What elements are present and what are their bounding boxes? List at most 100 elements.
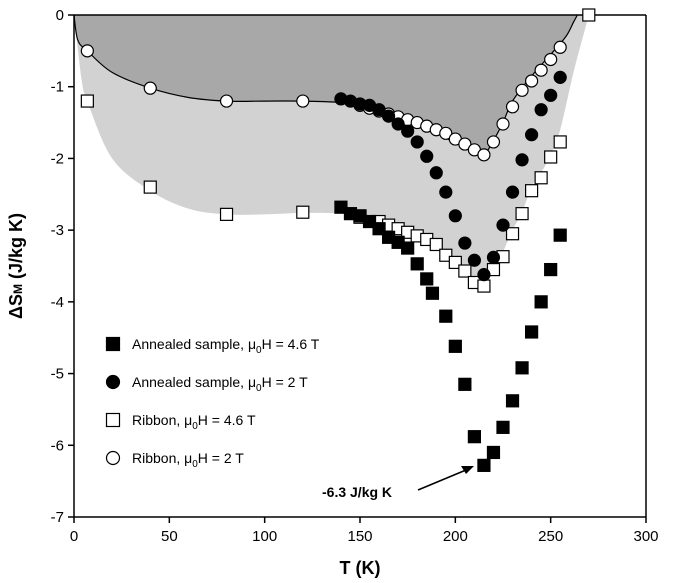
legend-item-0: Annealed sample, μ0H = 4.6 T xyxy=(105,336,320,356)
legend-label-sub: 0 xyxy=(256,383,262,394)
legend-marker xyxy=(105,412,121,428)
data-point xyxy=(372,103,386,117)
data-point xyxy=(534,295,548,309)
data-point xyxy=(448,209,462,223)
x-tick-label: 150 xyxy=(347,528,372,545)
data-point xyxy=(544,88,558,102)
data-point xyxy=(477,268,491,282)
data-point xyxy=(143,81,157,95)
data-point xyxy=(534,63,548,77)
data-point xyxy=(219,94,234,108)
y-tick-label: 0 xyxy=(56,7,64,24)
annotation-text: -6.3 J/kg K xyxy=(322,484,392,500)
data-points xyxy=(80,8,596,472)
data-point xyxy=(486,445,501,460)
data-point xyxy=(524,325,539,339)
data-point xyxy=(515,361,529,375)
data-point xyxy=(429,166,443,180)
data-point xyxy=(515,207,529,221)
annotation-arrow-line xyxy=(417,469,467,491)
data-point xyxy=(458,264,472,278)
x-axis-title: T (K) xyxy=(340,558,381,578)
data-point xyxy=(553,228,567,242)
legend-label-sub: 0 xyxy=(192,459,198,470)
legend-label: Annealed sample, μ0H = 2 T xyxy=(132,374,308,394)
data-point xyxy=(448,339,462,353)
data-point xyxy=(477,458,491,472)
y-axis-title-main: ΔS xyxy=(6,294,26,319)
y-tick-label: -3 xyxy=(51,222,64,239)
legend-marker xyxy=(105,450,121,466)
annotation-arrowhead xyxy=(461,466,474,474)
region-ribbon-2t xyxy=(74,15,578,156)
data-point xyxy=(80,94,94,108)
legend-marker xyxy=(105,336,121,352)
y-tick-label: -4 xyxy=(51,294,64,311)
data-point xyxy=(582,8,596,22)
data-point xyxy=(296,205,310,219)
legend-item-1: Annealed sample, μ0H = 2 T xyxy=(105,374,308,394)
data-point xyxy=(391,117,405,131)
data-point xyxy=(496,117,510,131)
data-point xyxy=(505,100,520,114)
legend-label-tail: H = 2 T xyxy=(262,374,308,390)
series-1 xyxy=(334,70,567,282)
y-axis-title-sub: M xyxy=(11,284,25,294)
data-point xyxy=(467,430,481,444)
data-point xyxy=(515,83,529,97)
y-axis-title-unit: (J/kg K) xyxy=(6,213,26,284)
data-point xyxy=(420,149,434,163)
data-point xyxy=(505,185,520,199)
x-tick-label: 200 xyxy=(443,528,468,545)
data-point xyxy=(425,286,440,300)
data-point xyxy=(496,218,510,232)
x-tick-label: 250 xyxy=(538,528,563,545)
data-point xyxy=(534,171,548,185)
legend-label: Ribbon, μ0H = 2 T xyxy=(132,450,244,470)
legend-label-tail: H = 4.6 T xyxy=(262,336,320,352)
data-point xyxy=(296,94,310,108)
data-point xyxy=(524,128,539,142)
y-tick-label: -5 xyxy=(51,366,64,383)
data-point xyxy=(429,237,443,252)
legend-marker xyxy=(105,374,121,390)
data-point xyxy=(439,309,453,323)
data-point xyxy=(544,52,558,67)
legend-label-sub: 0 xyxy=(256,345,262,356)
y-tick-label: -6 xyxy=(51,437,64,454)
data-point xyxy=(553,70,567,84)
y-tick-label: -7 xyxy=(51,509,64,526)
data-point xyxy=(553,135,567,149)
tick-marks: 0 50 100 150 200 250 300 0 -1 -2 -3 -4 -5 -6 -7 xyxy=(51,7,659,545)
data-point xyxy=(410,135,424,149)
data-point xyxy=(401,241,415,255)
y-tick-label: -1 xyxy=(51,79,64,96)
data-point xyxy=(486,250,501,264)
data-point xyxy=(458,236,472,250)
data-point xyxy=(458,137,472,151)
legend-label-sub: 0 xyxy=(192,421,198,432)
min-annotation: -6.3 J/kg K xyxy=(322,466,474,500)
data-point xyxy=(496,420,510,434)
data-point xyxy=(486,135,501,149)
data-point xyxy=(477,148,491,162)
legend-label-main: Annealed sample, μ xyxy=(132,336,256,352)
data-point xyxy=(477,279,491,293)
shaded-regions xyxy=(74,15,589,287)
data-point xyxy=(458,377,472,391)
data-point xyxy=(467,253,481,267)
x-tick-label: 0 xyxy=(70,528,78,545)
x-tick-label: 300 xyxy=(633,528,658,545)
legend-label-tail: H = 2 T xyxy=(198,450,244,466)
data-point xyxy=(410,257,424,271)
data-point xyxy=(505,227,520,241)
data-point xyxy=(524,184,539,198)
legend-item-3: Ribbon, μ0H = 2 T xyxy=(105,450,244,470)
y-axis-title: ΔSM (J/kg K) xyxy=(6,213,26,319)
data-point xyxy=(439,185,453,199)
data-point xyxy=(143,180,157,194)
data-point xyxy=(401,124,415,138)
data-point xyxy=(439,126,453,140)
